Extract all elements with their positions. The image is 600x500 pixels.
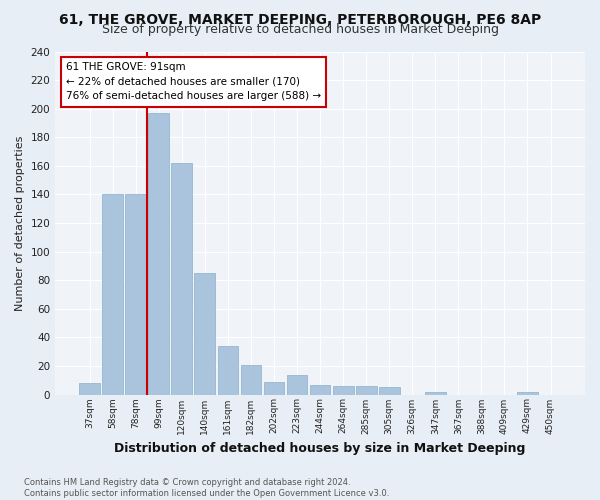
Text: Contains HM Land Registry data © Crown copyright and database right 2024.
Contai: Contains HM Land Registry data © Crown c… — [24, 478, 389, 498]
Text: 61, THE GROVE, MARKET DEEPING, PETERBOROUGH, PE6 8AP: 61, THE GROVE, MARKET DEEPING, PETERBORO… — [59, 12, 541, 26]
Bar — [218, 346, 238, 395]
Bar — [287, 374, 307, 394]
Bar — [379, 388, 400, 394]
Y-axis label: Number of detached properties: Number of detached properties — [15, 136, 25, 310]
Text: Size of property relative to detached houses in Market Deeping: Size of property relative to detached ho… — [101, 22, 499, 36]
Bar — [333, 386, 353, 394]
Text: 61 THE GROVE: 91sqm
← 22% of detached houses are smaller (170)
76% of semi-detac: 61 THE GROVE: 91sqm ← 22% of detached ho… — [66, 62, 321, 102]
Bar — [148, 113, 169, 394]
Bar — [517, 392, 538, 394]
Bar — [194, 273, 215, 394]
Bar — [102, 194, 123, 394]
Bar — [425, 392, 446, 394]
Bar — [125, 194, 146, 394]
Bar — [241, 364, 262, 394]
Bar — [310, 384, 331, 394]
Bar — [356, 386, 377, 394]
Bar — [263, 382, 284, 394]
Bar — [79, 383, 100, 394]
Bar — [172, 163, 192, 394]
X-axis label: Distribution of detached houses by size in Market Deeping: Distribution of detached houses by size … — [115, 442, 526, 455]
